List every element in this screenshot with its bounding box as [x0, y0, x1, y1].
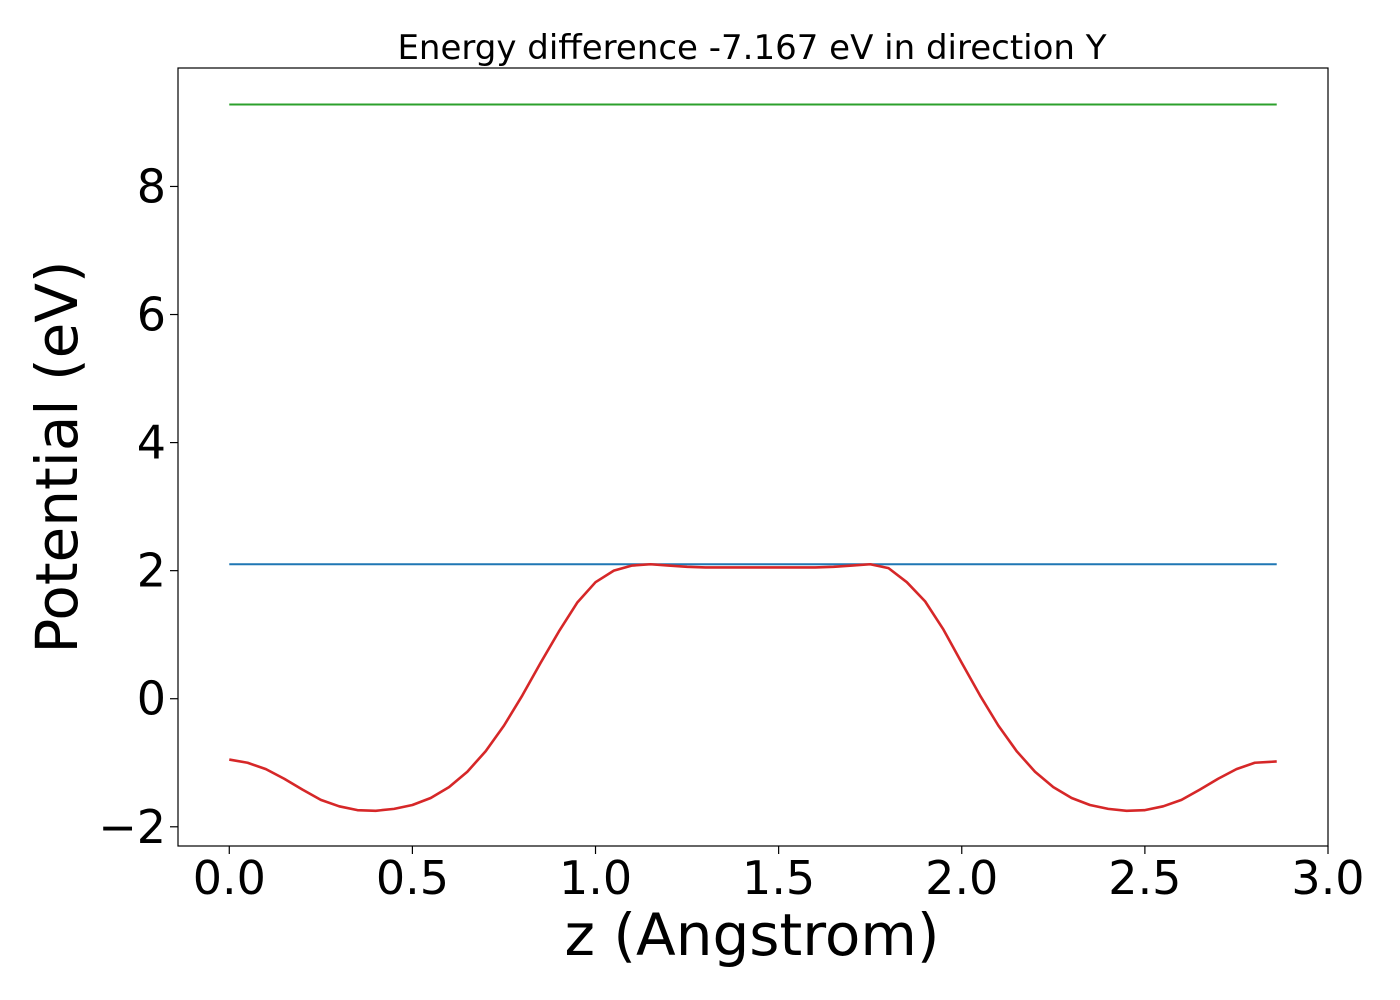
y-tick-label: 0 — [137, 672, 166, 726]
y-tick-label: 6 — [137, 288, 166, 342]
x-tick-label: 1.0 — [559, 851, 632, 905]
y-tick-label: −2 — [98, 800, 166, 854]
x-tick-label: 2.5 — [1108, 851, 1181, 905]
plot-area — [177, 67, 1329, 847]
y-tick-label: 8 — [137, 159, 166, 213]
series-group — [229, 103, 1277, 813]
y-axis-label: Potential (eV) — [23, 260, 91, 653]
y-tick-label: 2 — [137, 544, 166, 598]
x-tick-label: 1.5 — [742, 851, 815, 905]
y-tick-label: 4 — [137, 416, 166, 470]
y-axis-ticks: −2 0 2 4 6 8 — [98, 159, 178, 854]
x-axis-label: z (Angstrom) — [565, 901, 940, 969]
chart-title: Energy difference -7.167 eV in direction… — [397, 28, 1106, 68]
x-tick-label: 3.0 — [1291, 851, 1364, 905]
x-tick-label: 2.0 — [925, 851, 998, 905]
x-tick-label: 0.5 — [376, 851, 449, 905]
series-line-potential — [229, 562, 1277, 813]
x-axis-ticks: 0.0 0.5 1.0 1.5 2.0 2.5 3.0 — [193, 846, 1365, 905]
x-tick-label: 0.0 — [193, 851, 266, 905]
